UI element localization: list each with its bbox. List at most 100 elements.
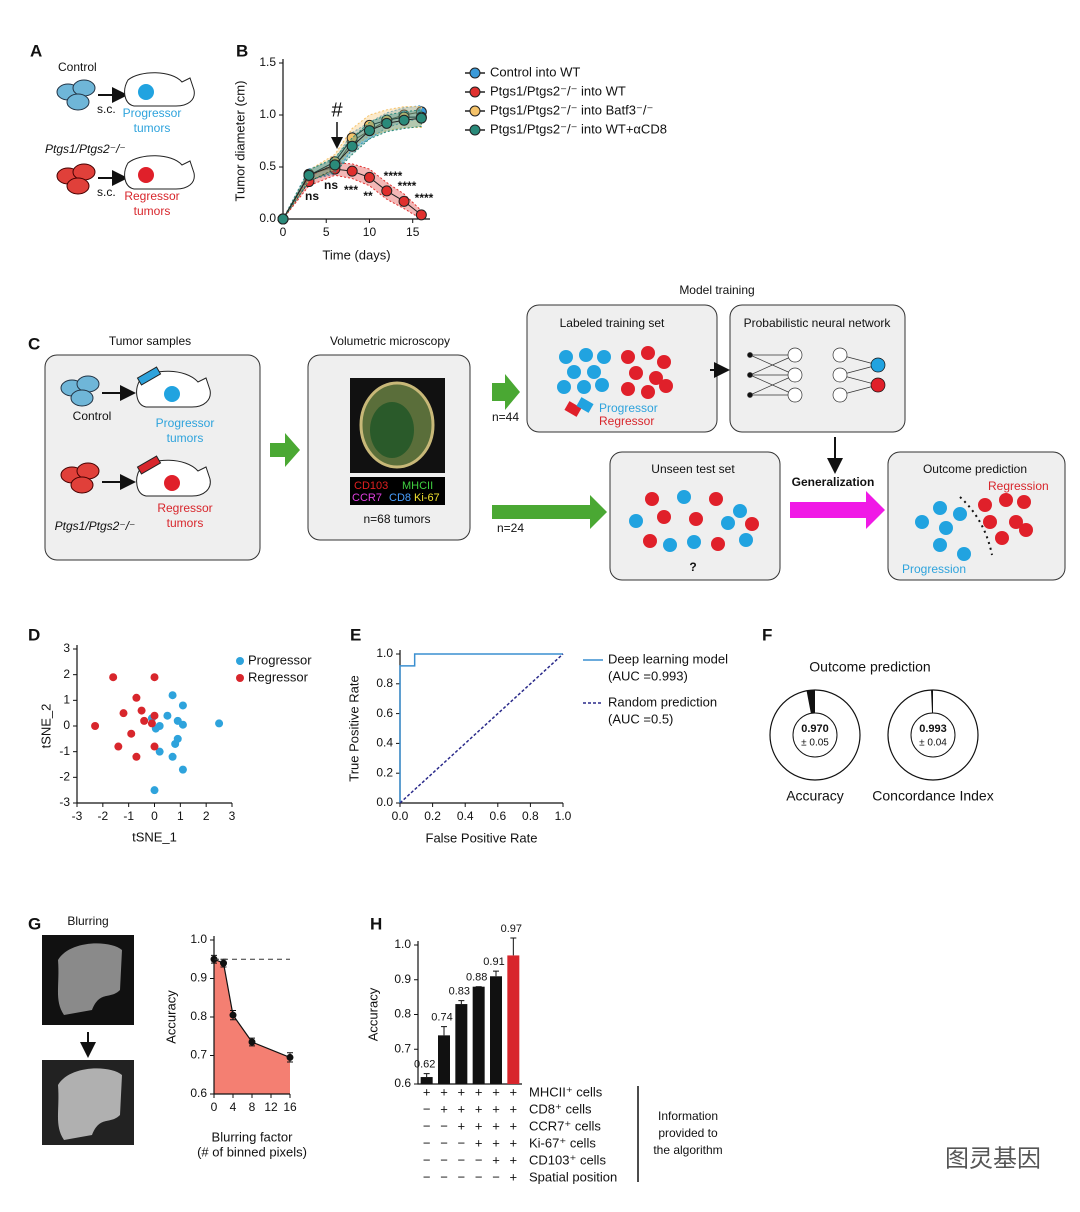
marker-label: CCR7	[352, 492, 382, 504]
point	[286, 1053, 294, 1061]
legend-label: Regressor	[248, 669, 309, 684]
legend-label: Ptgs1/Ptgs2⁻/⁻ into WT	[490, 83, 626, 98]
x-axis-label: (# of binned pixels)	[197, 1144, 307, 1159]
point	[398, 114, 410, 126]
sign: +	[510, 1101, 518, 1116]
label: Regressor	[157, 501, 212, 515]
area	[214, 959, 290, 1094]
point	[150, 711, 159, 720]
cells	[60, 462, 100, 494]
sign: +	[440, 1101, 448, 1116]
label: Control	[58, 60, 97, 74]
panel-label: E	[350, 625, 361, 644]
image-tissue	[58, 943, 122, 1015]
point	[329, 159, 341, 171]
legend-note: (AUC =0.993)	[608, 668, 688, 683]
heading: Outcome prediction	[923, 462, 1027, 476]
x-axis-label: tSNE_1	[132, 829, 177, 844]
sign: −	[475, 1169, 483, 1184]
line	[399, 653, 564, 804]
y-tick-label: 1.5	[259, 55, 276, 69]
point	[346, 165, 358, 177]
cells	[56, 163, 96, 195]
point	[163, 711, 172, 720]
point	[140, 716, 149, 725]
note: provided to	[658, 1126, 718, 1140]
annotation: ***	[344, 183, 358, 197]
heading: Volumetric microscopy	[330, 334, 450, 348]
line	[399, 653, 563, 803]
label: tumors	[134, 121, 171, 135]
point	[381, 185, 393, 197]
legend-label: Deep learning model	[608, 651, 728, 666]
y-tick-label: 0.7	[394, 1041, 411, 1055]
legend-label: Progressor	[248, 652, 312, 667]
x-tick-label: 0.0	[392, 809, 409, 823]
panel-label: A	[30, 41, 42, 60]
point	[346, 140, 358, 152]
sign: −	[423, 1118, 431, 1133]
y-tick-label: 1.0	[394, 937, 411, 951]
legend-box	[350, 477, 445, 505]
error-bar	[510, 937, 517, 956]
sign: +	[510, 1135, 518, 1150]
sign: +	[475, 1101, 483, 1116]
sign: −	[492, 1169, 500, 1184]
image-tissue	[58, 1068, 122, 1140]
panel-a: Control s.c. Progressor tumors Ptgs1/Ptg…	[45, 60, 195, 218]
tumor	[138, 167, 154, 183]
bar	[472, 986, 485, 1084]
point	[109, 673, 118, 682]
y-tick-label: 0.8	[394, 1007, 411, 1021]
x-tick-label: 0.4	[457, 809, 474, 823]
label: n=68 tumors	[363, 512, 430, 526]
sign: −	[423, 1169, 431, 1184]
annotation: ****	[384, 169, 403, 183]
tumor	[164, 475, 180, 491]
row-label: CCR7⁺ cells	[529, 1118, 601, 1133]
x-tick-label: 0	[211, 1100, 218, 1114]
annotation: #	[331, 99, 343, 121]
watermark: 图灵基因	[945, 1145, 1041, 1172]
point	[215, 719, 224, 728]
point	[127, 729, 136, 738]
point	[114, 742, 123, 751]
y-tick-label: 0	[63, 718, 70, 732]
label: Regressor	[124, 189, 179, 203]
point	[150, 786, 159, 795]
point	[171, 739, 180, 748]
arrow	[270, 433, 300, 467]
heading: Model training	[679, 283, 754, 297]
sign: +	[492, 1101, 500, 1116]
sign: −	[458, 1135, 466, 1150]
point	[168, 691, 177, 700]
label: Progressor	[156, 416, 215, 430]
y-tick-label: 0.5	[259, 159, 276, 173]
x-tick-label: 15	[406, 225, 420, 239]
legend-marker	[236, 657, 244, 665]
panel-label: F	[762, 625, 772, 644]
arrow	[790, 491, 885, 529]
sign: −	[423, 1135, 431, 1150]
sign: −	[440, 1152, 448, 1167]
annotation: ****	[415, 191, 434, 205]
row-label: MHCII⁺ cells	[529, 1084, 603, 1099]
bar	[438, 1035, 450, 1084]
y-tick-label: 0.6	[190, 1086, 207, 1100]
y-tick-label: 0.9	[394, 972, 411, 986]
network	[747, 347, 886, 403]
panel-label: B	[236, 41, 248, 60]
point	[363, 125, 375, 137]
tumor	[138, 84, 154, 100]
sign: +	[458, 1084, 466, 1099]
y-tick-label: 0.9	[190, 971, 207, 985]
note: the algorithm	[653, 1143, 722, 1157]
legend-marker	[469, 67, 481, 79]
x-tick-label: 0.8	[522, 809, 539, 823]
x-tick-label: -1	[123, 809, 134, 823]
panel-label: H	[370, 914, 382, 933]
label: Generalization	[792, 475, 875, 489]
arrow	[492, 374, 520, 410]
point	[132, 693, 141, 702]
y-tick-label: 0.8	[376, 676, 393, 690]
